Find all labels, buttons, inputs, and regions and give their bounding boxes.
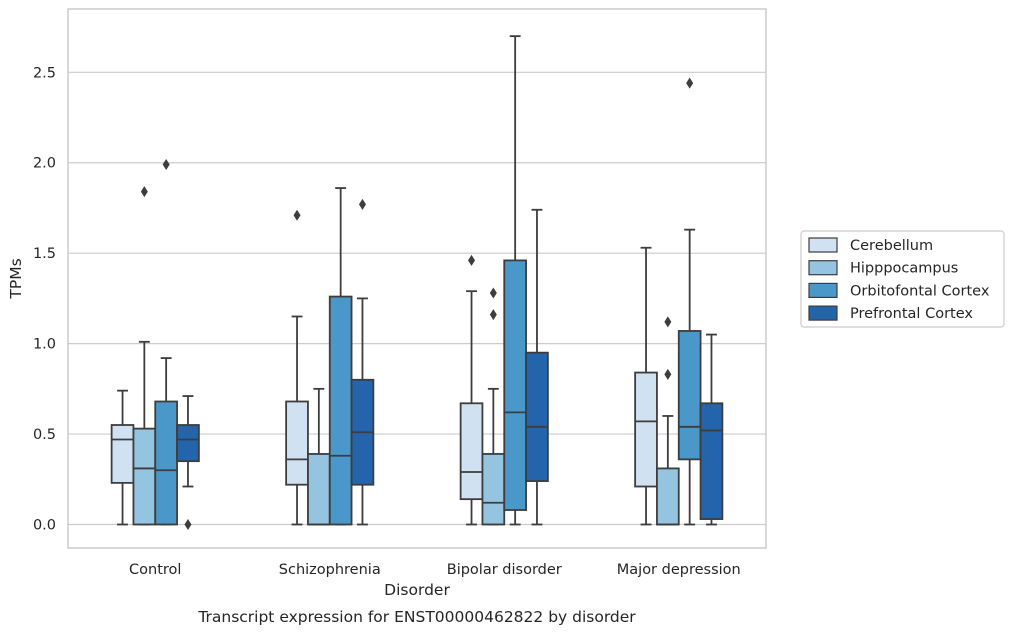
- box-prefrontal-cortex-schizophrenia: [350, 198, 375, 526]
- iqr-box: [481, 453, 506, 526]
- iqr-box: [154, 400, 178, 526]
- outlier-point: [293, 209, 301, 221]
- y-tick-labels: 0.0 0.5 1.0 1.5 2.0 2.5: [33, 65, 56, 533]
- iqr-box: [328, 295, 353, 526]
- box-prefrontal-cortex-major-depression: [699, 333, 724, 526]
- x-tick-label: Control: [129, 562, 181, 578]
- box-cerebellum-major-depression: [634, 246, 658, 526]
- iqr-box: [634, 371, 658, 488]
- legend-item: Cerebellum: [808, 237, 933, 254]
- box-plots: [110, 35, 724, 530]
- box-orbitofontal-cortex-bipolar-disorder: [503, 35, 527, 526]
- iqr-box: [132, 427, 157, 526]
- x-tick-label: Major depression: [617, 562, 741, 578]
- iqr-box: [285, 400, 309, 486]
- outlier-point: [358, 198, 366, 210]
- x-tick-label: Schizophrenia: [279, 562, 381, 578]
- legend-swatch: [808, 237, 838, 253]
- outlier-point: [162, 159, 170, 171]
- box-prefrontal-cortex-control: [176, 395, 200, 530]
- iqr-box: [503, 259, 527, 511]
- y-tick-label: 2.5: [33, 65, 56, 81]
- box-cerebellum-bipolar-disorder: [459, 254, 484, 526]
- iqr-box: [176, 424, 200, 463]
- legend-label: Cerebellum: [850, 238, 933, 254]
- iqr-box: [677, 330, 702, 461]
- legend-item: Orbitofontal Cortex: [808, 282, 990, 299]
- box-hipppocampus-control: [132, 186, 157, 526]
- iqr-box: [459, 402, 484, 501]
- x-axis-title: Disorder: [384, 581, 450, 599]
- box-hipppocampus-major-depression: [656, 316, 680, 526]
- legend-swatch: [808, 260, 838, 276]
- legend-item: Prefrontal Cortex: [808, 305, 973, 322]
- y-tick-label: 0.5: [33, 427, 56, 443]
- y-axis-title: TPMs: [7, 258, 25, 299]
- y-tick-label: 1.0: [33, 337, 56, 353]
- outlier-point: [664, 368, 672, 380]
- box-hipppocampus-schizophrenia: [307, 387, 331, 526]
- outlier-point: [664, 316, 672, 328]
- outlier-point: [140, 186, 148, 198]
- legend-item: Hipppocampus: [808, 260, 958, 277]
- box-hipppocampus-bipolar-disorder: [481, 287, 506, 526]
- legend-swatch: [808, 282, 838, 298]
- legend-frame: [800, 230, 1005, 328]
- iqr-box: [656, 467, 680, 526]
- box-cerebellum-schizophrenia: [285, 209, 309, 526]
- x-tick-labels: Control Schizophrenia Bipolar disorder Majo…: [129, 562, 741, 578]
- y-tick-label: 2.0: [33, 156, 56, 172]
- iqr-box: [110, 424, 135, 484]
- outlier-point: [468, 254, 476, 266]
- outlier-point: [686, 77, 694, 89]
- legend: Cerebellum Hipppocampus Orbitofontal Corte…: [800, 230, 1005, 328]
- iqr-box: [307, 453, 331, 526]
- outlier-point: [489, 309, 497, 321]
- y-tick-label: 1.5: [33, 246, 56, 262]
- chart-caption: Transcript expression for ENST0000046282…: [197, 608, 636, 626]
- outlier-point: [184, 518, 192, 530]
- iqr-box: [525, 351, 549, 482]
- x-tick-label: Bipolar disorder: [447, 562, 562, 578]
- legend-label: Hipppocampus: [850, 261, 958, 277]
- legend-label: Orbitofontal Cortex: [850, 283, 990, 299]
- box-orbitofontal-cortex-control: [154, 159, 178, 526]
- y-tick-label: 0.0: [33, 517, 56, 533]
- legend-label: Prefrontal Cortex: [850, 306, 973, 322]
- iqr-box: [699, 402, 724, 520]
- legend-swatch: [808, 305, 838, 321]
- outlier-point: [489, 287, 497, 299]
- box-cerebellum-control: [110, 389, 135, 526]
- box-orbitofontal-cortex-schizophrenia: [328, 187, 353, 526]
- box-orbitofontal-cortex-major-depression: [677, 77, 702, 526]
- plot-area-frame: [67, 8, 767, 549]
- box-prefrontal-cortex-bipolar-disorder: [525, 208, 549, 526]
